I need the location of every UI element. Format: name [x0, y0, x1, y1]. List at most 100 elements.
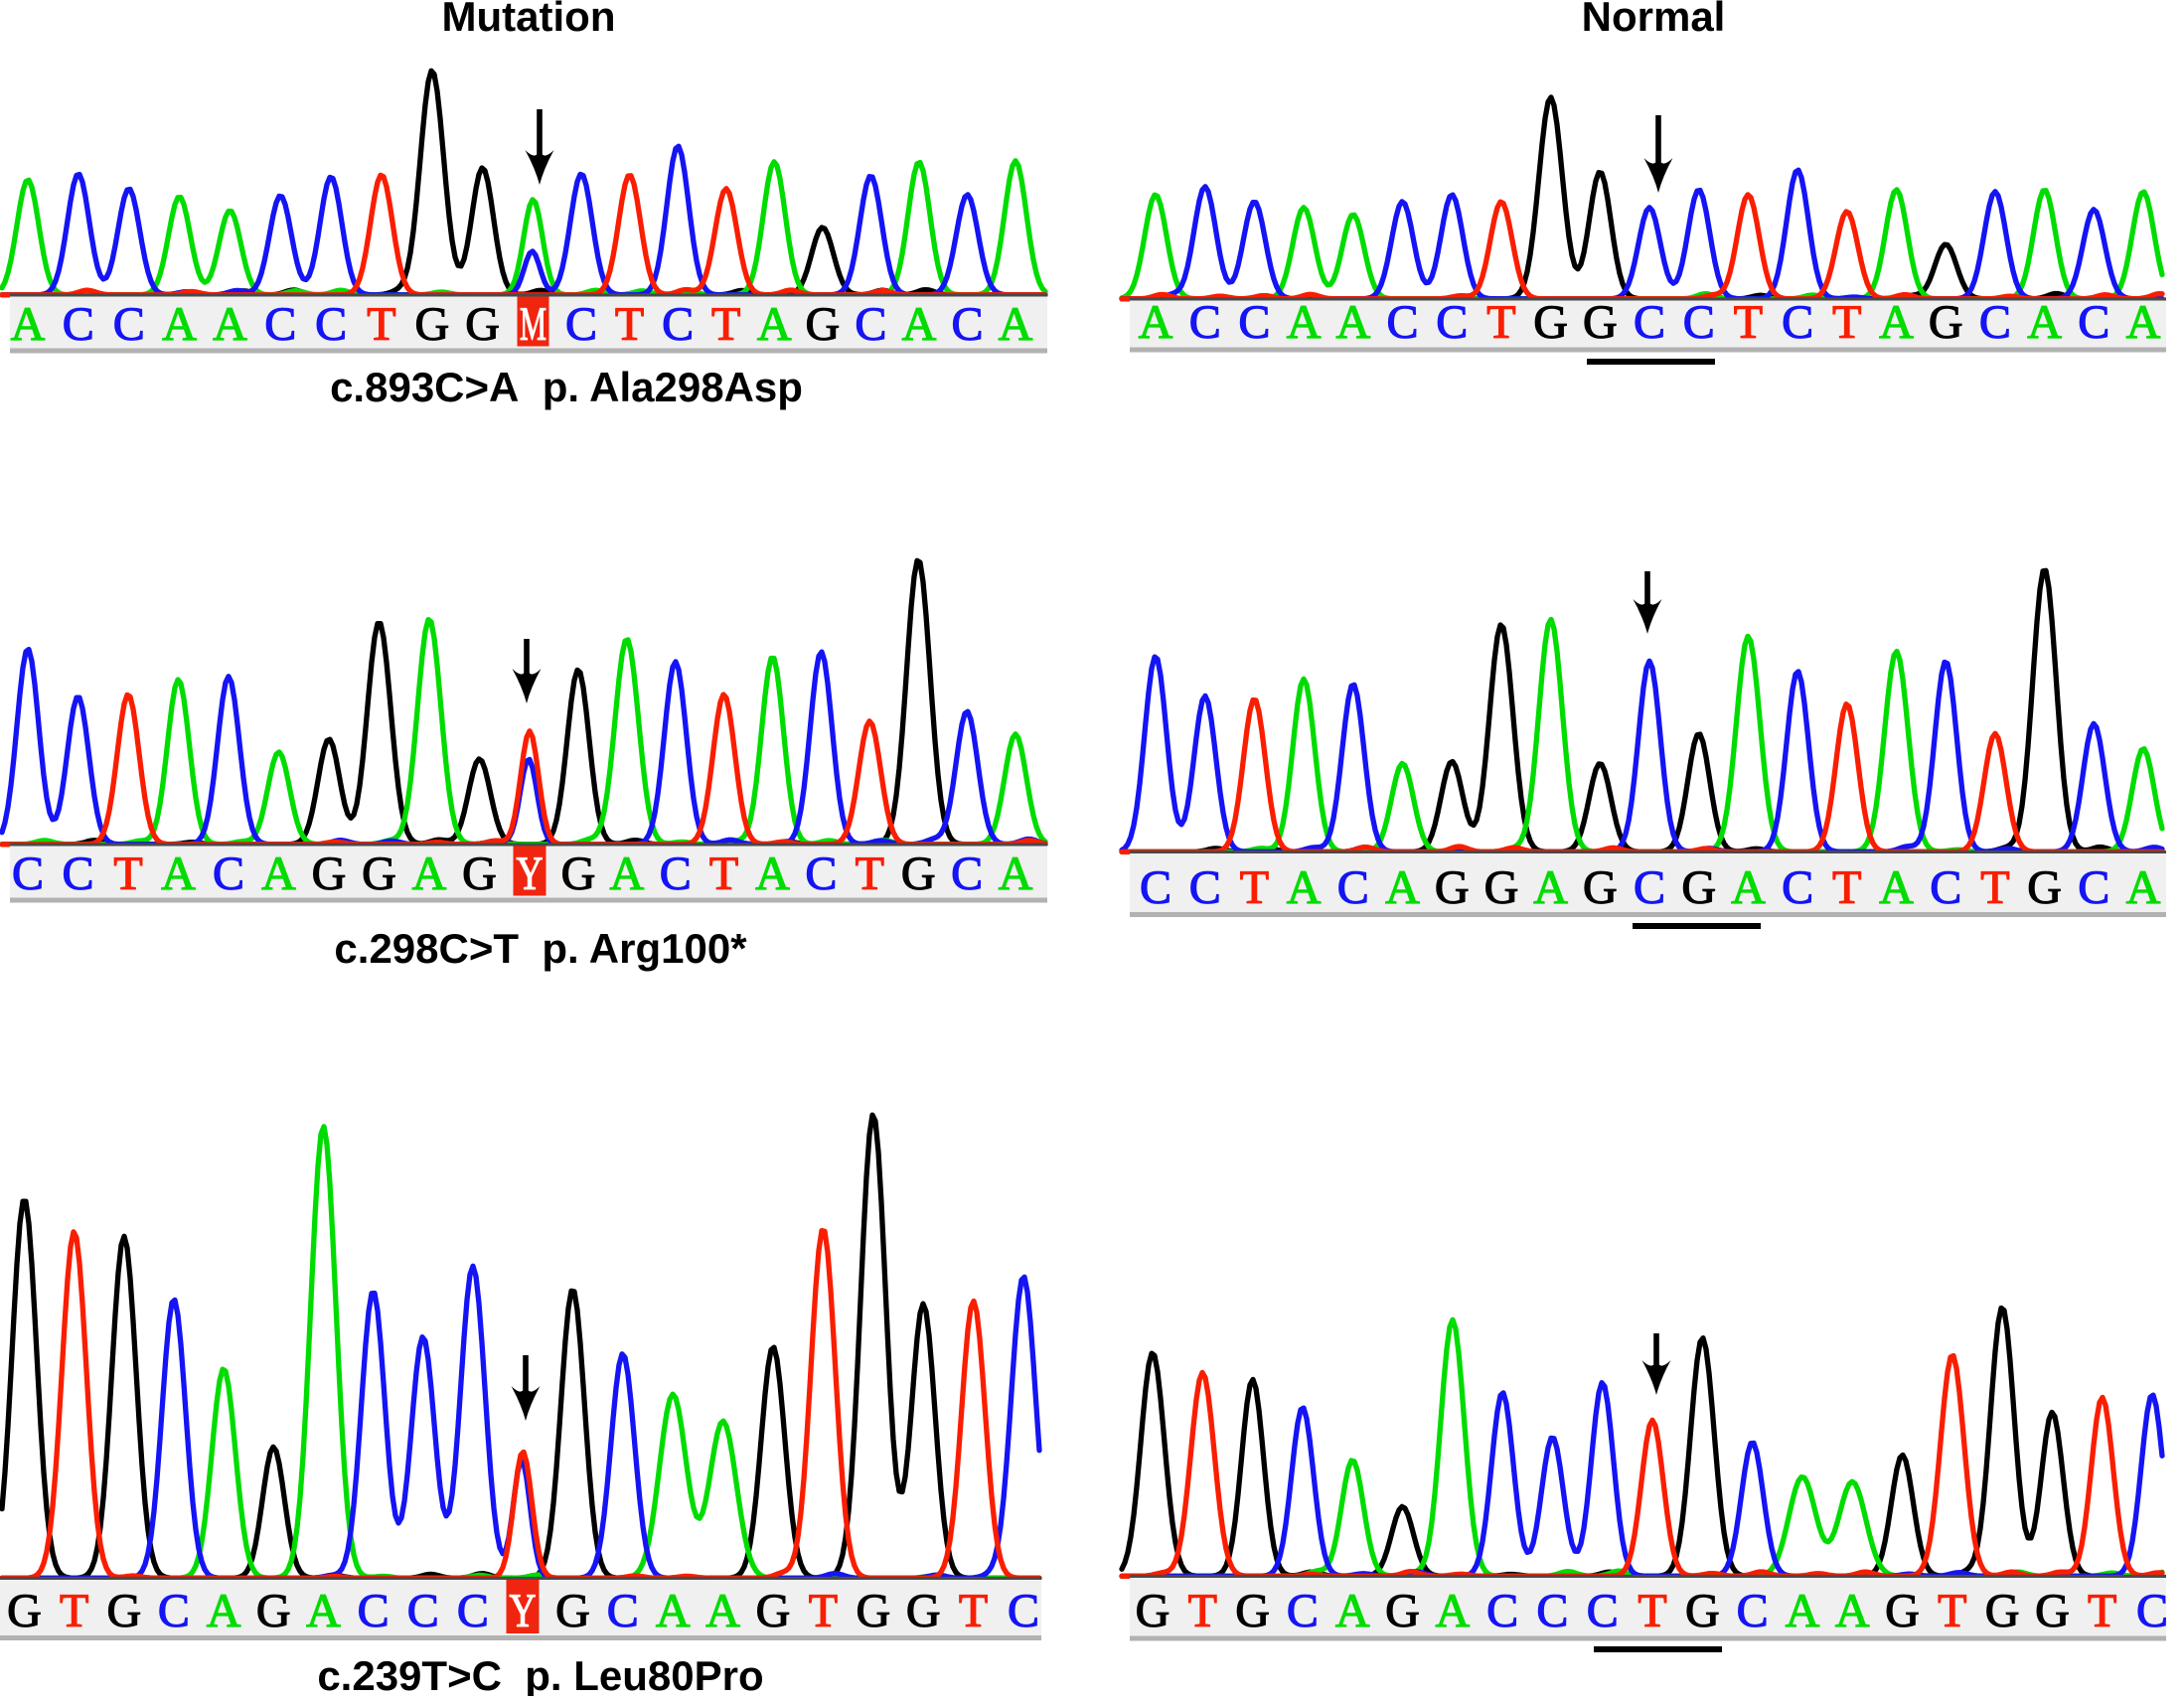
svg-text:c.893C>A p. Ala298Asp: c.893C>A p. Ala298Asp: [330, 364, 803, 410]
svg-text:G: G: [805, 298, 840, 351]
svg-text:C: C: [1782, 861, 1813, 914]
svg-text:C: C: [1337, 861, 1369, 914]
svg-text:T: T: [809, 1585, 838, 1637]
svg-text:A: A: [1879, 861, 1914, 914]
svg-text:A: A: [1287, 861, 1322, 914]
svg-text:c.298C>T p. Arg100*: c.298C>T p. Arg100*: [334, 925, 747, 972]
svg-text:A: A: [999, 298, 1033, 351]
svg-text:C: C: [407, 1585, 439, 1637]
svg-text:C: C: [565, 298, 597, 351]
svg-text:Mutation: Mutation: [442, 0, 616, 40]
svg-text:T: T: [2088, 1585, 2116, 1637]
svg-text:G: G: [1583, 861, 1618, 914]
svg-text:C: C: [855, 298, 886, 351]
svg-text:C: C: [2136, 1585, 2168, 1637]
svg-text:C: C: [1737, 1585, 1769, 1637]
svg-text:G: G: [1533, 296, 1568, 349]
svg-text:G: G: [256, 1585, 291, 1637]
svg-text:A: A: [1335, 1585, 1370, 1637]
svg-text:C: C: [457, 1585, 489, 1637]
svg-text:C: C: [1436, 296, 1468, 349]
svg-text:G: G: [1929, 296, 1963, 349]
svg-text:A: A: [162, 298, 197, 351]
svg-text:C: C: [1140, 861, 1171, 914]
svg-text:A: A: [902, 298, 937, 351]
svg-text:G: G: [1435, 861, 1470, 914]
svg-text:A: A: [705, 1585, 740, 1637]
svg-text:C: C: [2078, 861, 2109, 914]
svg-text:Y: Y: [510, 1585, 537, 1637]
svg-text:C: C: [951, 848, 983, 900]
svg-text:T: T: [1734, 296, 1763, 349]
svg-text:C: C: [1238, 296, 1270, 349]
svg-text:G: G: [901, 848, 936, 900]
svg-text:T: T: [615, 298, 644, 351]
svg-text:C: C: [1189, 296, 1221, 349]
svg-text:C: C: [62, 848, 93, 900]
svg-text:A: A: [306, 1585, 341, 1637]
svg-text:G: G: [414, 298, 449, 351]
svg-text:A: A: [11, 298, 46, 351]
svg-text:C: C: [805, 848, 837, 900]
svg-text:G: G: [856, 1585, 890, 1637]
svg-text:C: C: [1386, 296, 1418, 349]
svg-text:C: C: [1486, 1585, 1518, 1637]
svg-text:G: G: [1681, 861, 1716, 914]
svg-text:A: A: [656, 1585, 691, 1637]
svg-text:A: A: [213, 298, 247, 351]
svg-text:T: T: [1980, 861, 2009, 914]
svg-text:A: A: [161, 848, 196, 900]
svg-text:A: A: [1835, 1585, 1870, 1637]
svg-text:T: T: [711, 298, 740, 351]
svg-text:T: T: [709, 848, 738, 900]
svg-text:A: A: [1139, 296, 1173, 349]
svg-text:A: A: [2126, 296, 2161, 349]
svg-text:C: C: [607, 1585, 639, 1637]
svg-text:C: C: [662, 298, 694, 351]
svg-text:G: G: [462, 848, 497, 900]
svg-text:T: T: [1638, 1585, 1666, 1637]
svg-text:T: T: [367, 298, 395, 351]
svg-text:C: C: [660, 848, 692, 900]
svg-text:G: G: [1136, 1585, 1170, 1637]
svg-text:G: G: [561, 848, 596, 900]
svg-text:T: T: [1486, 296, 1515, 349]
svg-text:C: C: [158, 1585, 190, 1637]
svg-text:G: G: [1484, 861, 1519, 914]
svg-text:G: G: [465, 298, 500, 351]
svg-text:T: T: [1832, 296, 1861, 349]
svg-text:G: G: [1385, 1585, 1420, 1637]
svg-text:G: G: [555, 1585, 590, 1637]
svg-text:T: T: [1832, 861, 1861, 914]
svg-text:A: A: [2027, 296, 2062, 349]
svg-text:C: C: [1979, 296, 2011, 349]
svg-text:A: A: [412, 848, 447, 900]
svg-text:T: T: [113, 848, 142, 900]
svg-text:T: T: [1938, 1585, 1966, 1637]
svg-text:T: T: [60, 1585, 88, 1637]
svg-text:T: T: [1240, 861, 1269, 914]
svg-text:G: G: [2027, 861, 2062, 914]
svg-text:A: A: [1731, 861, 1766, 914]
svg-text:G: G: [362, 848, 396, 900]
svg-text:G: G: [1235, 1585, 1270, 1637]
svg-text:C: C: [1782, 296, 1813, 349]
svg-text:A: A: [1335, 296, 1370, 349]
svg-text:C: C: [1536, 1585, 1568, 1637]
svg-text:G: G: [106, 1585, 141, 1637]
svg-text:G: G: [7, 1585, 42, 1637]
svg-text:A: A: [207, 1585, 241, 1637]
svg-text:Normal: Normal: [1582, 0, 1726, 40]
svg-text:G: G: [1985, 1585, 2020, 1637]
svg-text:M: M: [520, 298, 546, 351]
svg-text:C: C: [63, 298, 94, 351]
svg-text:A: A: [1879, 296, 1914, 349]
svg-text:G: G: [756, 1585, 791, 1637]
svg-text:T: T: [1188, 1585, 1217, 1637]
svg-text:A: A: [999, 848, 1033, 900]
svg-text:A: A: [1533, 861, 1568, 914]
svg-text:A: A: [1435, 1585, 1470, 1637]
svg-text:T: T: [959, 1585, 988, 1637]
svg-text:c.239T>C p. Leu80Pro: c.239T>C p. Leu80Pro: [317, 1652, 763, 1696]
svg-text:C: C: [113, 298, 145, 351]
